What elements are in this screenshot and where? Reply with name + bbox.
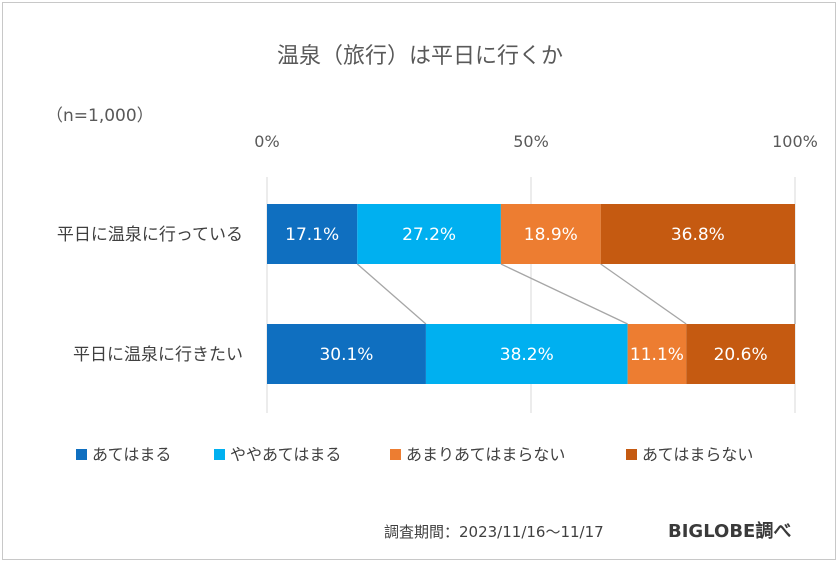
- data-label: 27.2%: [402, 225, 456, 245]
- bar-segment: [500, 204, 601, 264]
- x-tick-label: 0%: [254, 132, 279, 151]
- bar-segment: [686, 324, 795, 384]
- legend-label: ややあてはまる: [230, 445, 341, 464]
- data-label: 36.8%: [671, 225, 725, 245]
- survey-period: 調査期間：2023/11/16～11/17: [384, 523, 604, 541]
- series-line: [600, 263, 687, 325]
- legend-label: あまりあてはまらない: [406, 445, 565, 464]
- x-tick-label: 50%: [513, 132, 549, 151]
- bar-segment: [425, 324, 628, 384]
- series-line: [356, 263, 427, 325]
- data-label: 17.1%: [285, 225, 339, 245]
- bar-segment: [627, 324, 687, 384]
- legend-label: あてはまらない: [642, 445, 753, 464]
- bar-segment: [357, 204, 501, 264]
- bar-segment: [600, 204, 795, 264]
- chart-title: 温泉（旅行）は平日に行くか: [276, 44, 563, 69]
- sample-size-note: （n=1,000）: [46, 106, 154, 126]
- brand-label: BIGLOBE調べ: [668, 521, 792, 542]
- series-line: [500, 263, 628, 325]
- category-label: 平日に温泉に行きたい: [73, 345, 243, 365]
- data-label: 38.2%: [500, 345, 554, 365]
- bar-segment: [267, 204, 358, 264]
- bar-segment: [267, 324, 426, 384]
- data-label: 11.1%: [630, 345, 684, 365]
- x-tick-label: 100%: [772, 132, 818, 151]
- legend-swatch: [214, 449, 225, 460]
- data-label: 30.1%: [319, 345, 373, 365]
- legend-swatch: [76, 449, 87, 460]
- legend-swatch: [390, 449, 401, 460]
- category-label: 平日に温泉に行っている: [57, 225, 243, 245]
- legend-swatch: [626, 449, 637, 460]
- data-label: 18.9%: [524, 225, 578, 245]
- data-label: 20.6%: [714, 345, 768, 365]
- legend-label: あてはまる: [92, 445, 171, 464]
